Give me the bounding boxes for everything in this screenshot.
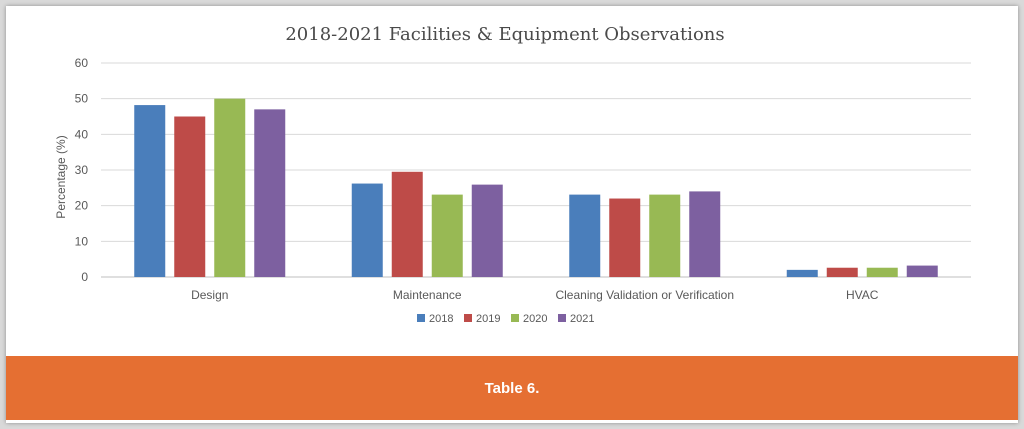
bar — [214, 98, 246, 278]
y-tick-label: 20 — [75, 199, 89, 213]
legend-swatch — [464, 314, 472, 322]
bar — [134, 105, 166, 277]
legend-swatch — [511, 314, 519, 322]
chart-card: 2018-2021 Facilities & Equipment Observa… — [6, 6, 1018, 423]
gridlines — [101, 62, 971, 278]
bar — [906, 265, 938, 277]
y-tick-label: 0 — [81, 270, 88, 284]
legend-label: 2020 — [523, 313, 547, 325]
bar — [174, 116, 206, 277]
legend: 2018 2019 2020 2021 — [417, 313, 594, 325]
legend-label: 2019 — [476, 313, 500, 325]
bar — [649, 194, 681, 277]
x-axis-ticks: Design Maintenance Cleaning Validation or … — [191, 288, 879, 302]
bars — [134, 98, 938, 278]
bar-chart: 2018-2021 Facilities & Equipment Observa… — [54, 24, 971, 325]
y-axis-ticks: 0 10 20 30 40 50 60 — [75, 56, 89, 284]
bar — [351, 183, 383, 277]
caption-text: Table 6. — [484, 379, 540, 397]
bar — [826, 267, 858, 277]
x-tick-label: Design — [191, 288, 228, 302]
bar — [689, 191, 721, 277]
chart-title: 2018-2021 Facilities & Equipment Observa… — [285, 24, 724, 45]
y-tick-label: 60 — [75, 56, 89, 70]
x-tick-label: HVAC — [846, 288, 879, 302]
legend-swatch — [558, 314, 566, 322]
bar — [391, 171, 423, 277]
y-axis-label: Percentage (%) — [54, 135, 68, 218]
y-tick-label: 10 — [75, 234, 89, 248]
bar — [609, 198, 641, 277]
legend-label: 2021 — [570, 313, 594, 325]
y-tick-label: 50 — [75, 92, 89, 106]
bar — [569, 194, 601, 277]
y-tick-label: 40 — [75, 127, 89, 141]
bar — [431, 194, 463, 277]
caption-banner: Table 6. — [6, 356, 1018, 420]
x-tick-label: Cleaning Validation or Verification — [555, 288, 734, 302]
legend-swatch — [417, 314, 425, 322]
bar — [254, 109, 286, 277]
y-tick-label: 30 — [75, 163, 89, 177]
bar — [786, 269, 818, 277]
x-tick-label: Maintenance — [393, 288, 462, 302]
bar — [471, 184, 503, 277]
legend-label: 2018 — [429, 313, 453, 325]
bar — [866, 267, 898, 277]
